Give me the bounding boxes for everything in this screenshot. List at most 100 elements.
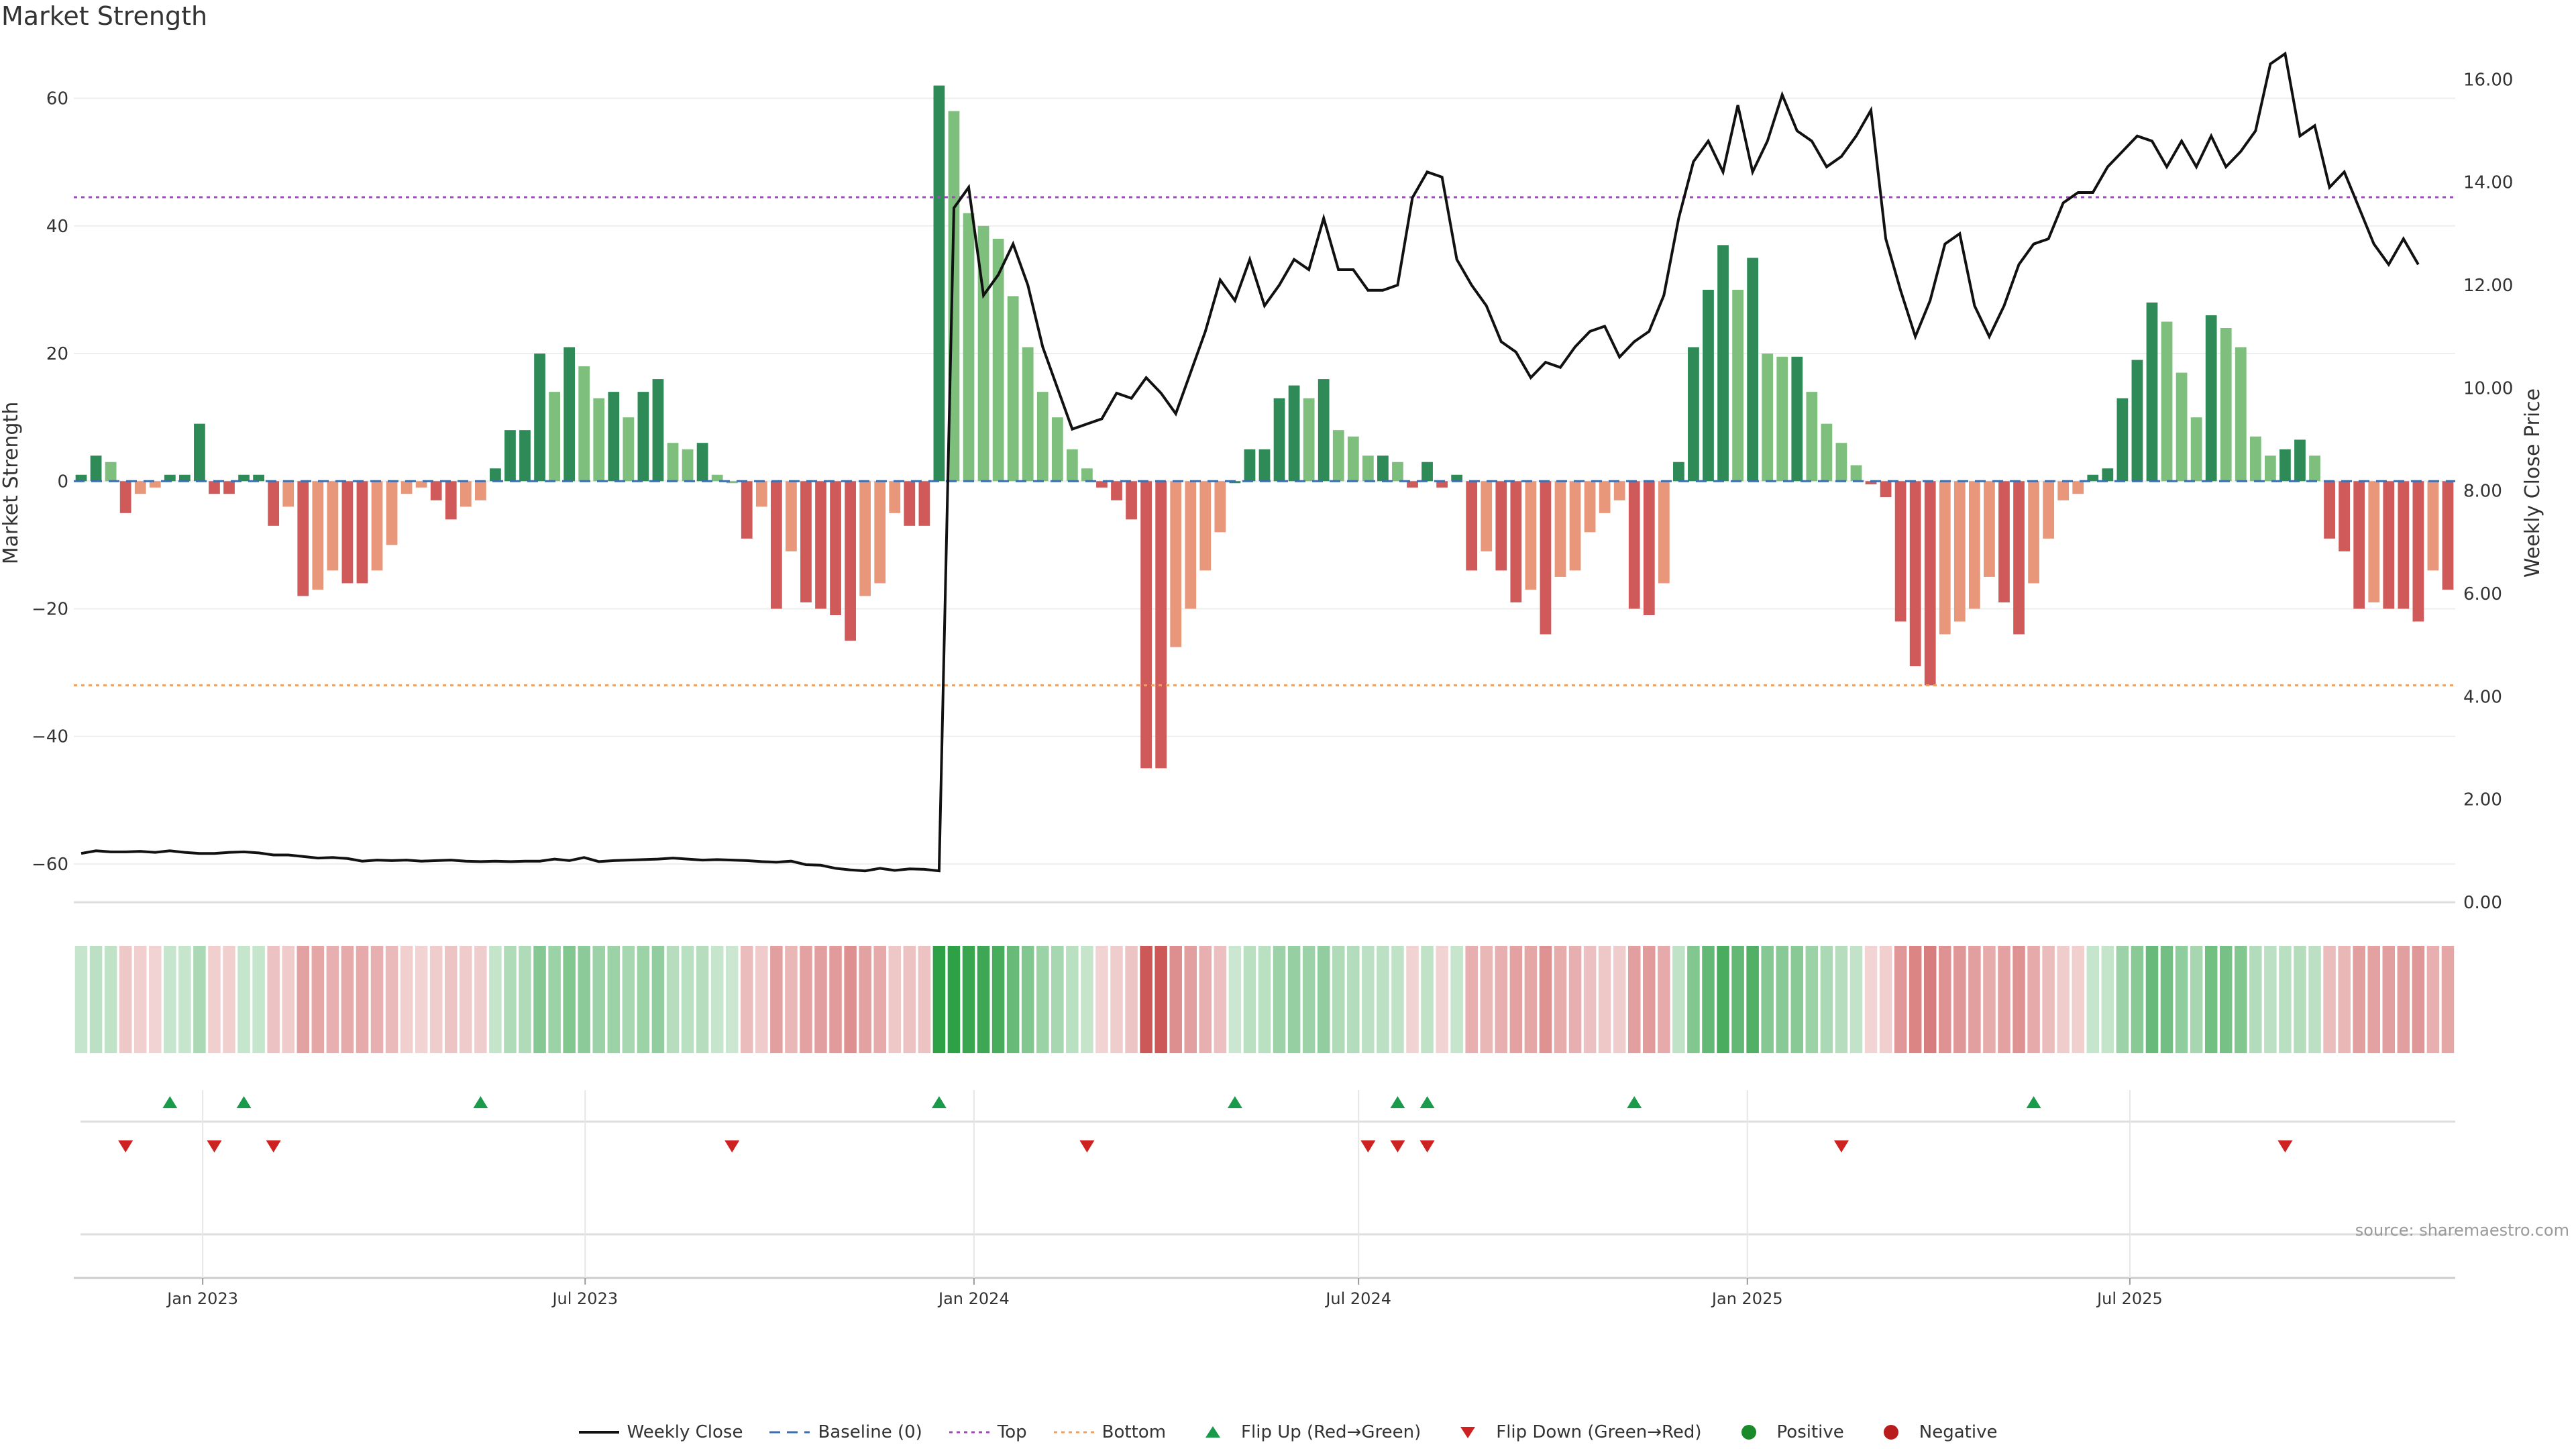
strip-cell	[947, 946, 961, 1053]
strip-cell	[2086, 946, 2100, 1053]
strip-cell	[814, 946, 827, 1053]
right-tick-label: 4.00	[2463, 687, 2502, 707]
strength-bar	[1288, 385, 1300, 482]
strip-cell	[800, 946, 812, 1053]
strip-cell	[2426, 946, 2440, 1053]
strength-bar	[1688, 347, 1699, 482]
x-tick-label: Jul 2023	[551, 1289, 618, 1308]
strength-bar	[786, 481, 797, 551]
strip-cell	[1627, 946, 1641, 1053]
strength-bar	[2220, 327, 2232, 482]
strength-bar	[1421, 462, 1433, 482]
strength-bar	[2249, 436, 2261, 482]
strength-bar	[933, 85, 945, 482]
strip-cell	[1391, 946, 1404, 1053]
strip-cell	[2367, 946, 2380, 1053]
strength-bar	[2339, 481, 2351, 551]
strip-cell	[1436, 946, 1448, 1053]
strength-bar	[2398, 481, 2410, 609]
strength-bar	[2294, 439, 2306, 482]
strength-bar	[2176, 372, 2188, 482]
strip-cell	[1081, 946, 1093, 1053]
strength-bar	[2028, 481, 2039, 584]
legend-item: Flip Up (Red→Green)	[1193, 1422, 1421, 1442]
strength-bar	[1199, 481, 1212, 571]
strip-cell	[1125, 946, 1138, 1053]
x-tick-label: Jan 2023	[166, 1289, 238, 1308]
strength-bar	[1495, 481, 1507, 571]
strength-bar	[2102, 468, 2114, 482]
flip-down-marker	[724, 1140, 740, 1152]
strength-bar	[415, 481, 427, 488]
strip-cell	[2175, 946, 2188, 1053]
strength-bar	[845, 481, 856, 641]
strength-bar	[1126, 481, 1137, 520]
strip-cell	[1746, 946, 1759, 1053]
strength-bar	[1451, 474, 1463, 482]
strength-bar	[2205, 315, 2217, 482]
strip-cell	[267, 946, 280, 1053]
strength-bar	[2265, 455, 2276, 482]
grid-lines	[74, 97, 2455, 904]
flip-up-marker	[1419, 1096, 1435, 1108]
strip-cell	[918, 946, 931, 1053]
strength-bar	[1214, 481, 1226, 533]
strip-cell	[1879, 946, 1892, 1053]
right-tick-label: 2.00	[2463, 790, 2502, 810]
strength-bar	[578, 366, 590, 482]
strip-cell	[1362, 946, 1375, 1053]
strength-bar	[1111, 481, 1122, 500]
right-tick-label: 10.00	[2463, 378, 2513, 398]
strip-cell	[903, 946, 916, 1053]
strip-cell	[1110, 946, 1123, 1053]
strength-bar	[297, 481, 309, 596]
strength-bar	[194, 423, 205, 482]
left-tick-label: 60	[46, 89, 68, 109]
strip-cell	[1983, 946, 1996, 1053]
legend-item: Top	[949, 1422, 1027, 1442]
strip-cell	[932, 946, 946, 1053]
strip-cell	[844, 946, 857, 1053]
strength-bar	[667, 443, 679, 482]
flip-down-marker	[207, 1140, 222, 1152]
strength-bar	[1717, 245, 1729, 482]
strength-bar	[178, 474, 191, 482]
strip-cell	[637, 946, 650, 1053]
strip-cell	[1849, 946, 1863, 1053]
strip-cell	[445, 946, 458, 1053]
strip-cell	[104, 946, 117, 1053]
strength-bar	[2309, 455, 2320, 482]
strength-bar	[119, 481, 131, 513]
strip-cell	[519, 946, 531, 1053]
strip-cell	[133, 946, 147, 1053]
strip-cell	[1169, 946, 1182, 1053]
strength-bar	[770, 481, 782, 609]
strength-bar	[490, 468, 501, 482]
strength-bar	[134, 481, 146, 494]
strength-bar	[504, 430, 516, 482]
strength-bar	[859, 481, 871, 596]
strength-bar	[223, 481, 235, 494]
strip-cell	[326, 946, 339, 1053]
strength-bar	[2324, 481, 2335, 539]
strip-cell	[489, 946, 502, 1053]
strip-cell	[1036, 946, 1049, 1053]
strip-cell	[2308, 946, 2321, 1053]
strength-bar	[564, 347, 576, 482]
strength-bar	[474, 481, 486, 500]
strength-bar	[1096, 481, 1108, 488]
strip-cell	[119, 946, 132, 1053]
strip-cell	[1066, 946, 1079, 1053]
strength-bar	[726, 481, 738, 484]
strength-bar	[1703, 289, 1714, 482]
strength-bar	[2087, 474, 2099, 482]
strength-bar	[608, 392, 620, 482]
strength-bar	[1036, 392, 1049, 482]
strip-cell	[1761, 946, 1774, 1053]
strip-cell	[2042, 946, 2055, 1053]
strength-bar	[105, 462, 117, 482]
strength-bar	[1318, 379, 1330, 482]
strip-cell	[223, 946, 235, 1053]
strip-cell	[651, 946, 665, 1053]
strength-bar	[1821, 423, 1833, 482]
